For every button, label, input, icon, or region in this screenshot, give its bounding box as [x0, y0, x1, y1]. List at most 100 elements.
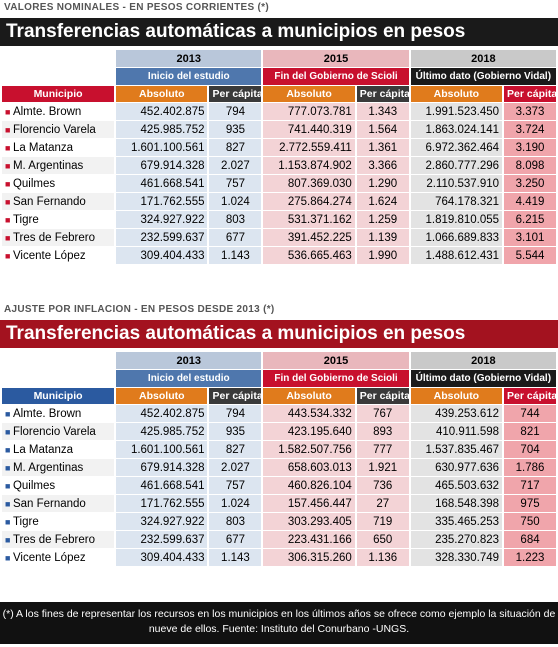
cell: 306.315.260	[263, 549, 355, 566]
cell: 684	[504, 531, 556, 548]
cell: 171.762.555	[116, 495, 208, 512]
column-header-row: Municipio Absoluto Per cápita Absoluto Per c…	[2, 86, 556, 102]
cell: 1.601.100.561	[116, 441, 208, 458]
column-header: Per cápita	[504, 86, 556, 102]
cell: 2.110.537.910	[410, 175, 503, 192]
year: 2018	[410, 50, 556, 67]
cell: 6.215	[504, 211, 556, 228]
cell: 777.073.781	[263, 103, 355, 120]
year: 2013	[116, 50, 262, 67]
cell: 171.762.555	[116, 193, 208, 210]
data-row: San Fernando171.762.5551.024275.864.2741…	[2, 193, 556, 210]
section-title: Transferencias automáticas a municipios …	[0, 18, 558, 46]
cell: 803	[209, 513, 262, 530]
cell: 1.582.507.756	[263, 441, 355, 458]
section: AJUSTE POR INFLACION - EN PESOS DESDE 20…	[0, 302, 558, 567]
cell: 27	[356, 495, 409, 512]
cell: 679.914.328	[116, 157, 208, 174]
cell: 324.927.922	[116, 513, 208, 530]
column-header: Absoluto	[263, 388, 355, 404]
cell: 1.624	[356, 193, 409, 210]
cell: 1.066.689.833	[410, 229, 503, 246]
cell: 439.253.612	[410, 405, 503, 422]
data-row: Vicente López309.404.4331.143306.315.260…	[2, 549, 556, 566]
cell: 4.419	[504, 193, 556, 210]
cell: 423.195.640	[263, 423, 355, 440]
data-row: Florencio Varela425.985.752935423.195.64…	[2, 423, 556, 440]
municipio: Tigre	[2, 513, 115, 530]
cell: 1.488.612.431	[410, 247, 503, 264]
municipio: Vicente López	[2, 247, 115, 264]
cell: 704	[504, 441, 556, 458]
cell: 2.860.777.296	[410, 157, 503, 174]
municipio: Quilmes	[2, 175, 115, 192]
cell: 1.863.024.141	[410, 121, 503, 138]
cell: 461.668.541	[116, 175, 208, 192]
data-row: Quilmes461.668.541757460.826.104736465.5…	[2, 477, 556, 494]
data-row: La Matanza1.601.100.5618271.582.507.7567…	[2, 441, 556, 458]
cell: 3.373	[504, 103, 556, 120]
cell: 1.601.100.561	[116, 139, 208, 156]
cell: 303.293.405	[263, 513, 355, 530]
cell: 893	[356, 423, 409, 440]
cell: 794	[209, 405, 262, 422]
cell: 1.564	[356, 121, 409, 138]
municipio: Almte. Brown	[2, 405, 115, 422]
cell: 803	[209, 211, 262, 228]
cell: 630.977.636	[410, 459, 503, 476]
cell: 935	[209, 423, 262, 440]
cell: 1.537.835.467	[410, 441, 503, 458]
period: Inicio del estudio	[116, 370, 262, 387]
cell: 232.599.637	[116, 531, 208, 548]
column-header: Per cápita	[504, 388, 556, 404]
period-row: Inicio del estudio Fin del Gobierno de Sc…	[2, 370, 556, 387]
cell: 750	[504, 513, 556, 530]
municipio: M. Argentinas	[2, 157, 115, 174]
data-row: M. Argentinas679.914.3282.027658.603.013…	[2, 459, 556, 476]
column-header: Per cápita	[209, 86, 262, 102]
year: 2015	[263, 352, 409, 369]
cell: 410.911.598	[410, 423, 503, 440]
municipio: Tigre	[2, 211, 115, 228]
cell: 309.404.433	[116, 247, 208, 264]
municipio: Florencio Varela	[2, 423, 115, 440]
cell: 1.143	[209, 549, 262, 566]
municipio: San Fernando	[2, 495, 115, 512]
cell: 650	[356, 531, 409, 548]
column-header: Municipio	[2, 388, 115, 404]
data-table: 2013 2015 2018 Inicio del estudio Fin del Go…	[0, 351, 558, 567]
cell: 328.330.749	[410, 549, 503, 566]
cell: 679.914.328	[116, 459, 208, 476]
period: Fin del Gobierno de Scioli	[263, 68, 409, 85]
cell: 677	[209, 229, 262, 246]
cell: 443.534.332	[263, 405, 355, 422]
municipio: La Matanza	[2, 441, 115, 458]
cell: 1.143	[209, 247, 262, 264]
column-header: Absoluto	[116, 86, 208, 102]
cell: 1.343	[356, 103, 409, 120]
cell: 807.369.030	[263, 175, 355, 192]
data-row: M. Argentinas679.914.3282.0271.153.874.9…	[2, 157, 556, 174]
cell: 1.223	[504, 549, 556, 566]
municipio: M. Argentinas	[2, 459, 115, 476]
cell: 536.665.463	[263, 247, 355, 264]
cell: 794	[209, 103, 262, 120]
cell: 777	[356, 441, 409, 458]
municipio: Tres de Febrero	[2, 229, 115, 246]
cell: 1.361	[356, 139, 409, 156]
municipio: La Matanza	[2, 139, 115, 156]
section-title: Transferencias automáticas a municipios …	[0, 320, 558, 348]
cell: 975	[504, 495, 556, 512]
municipio: Tres de Febrero	[2, 531, 115, 548]
cell: 827	[209, 441, 262, 458]
period-row: Inicio del estudio Fin del Gobierno de Sc…	[2, 68, 556, 85]
data-row: Tres de Febrero232.599.637677223.431.166…	[2, 531, 556, 548]
cell: 168.548.398	[410, 495, 503, 512]
cell: 719	[356, 513, 409, 530]
year-row: 2013 2015 2018	[2, 352, 556, 369]
cell: 309.404.433	[116, 549, 208, 566]
cell: 1.991.523.450	[410, 103, 503, 120]
cell: 1.024	[209, 193, 262, 210]
cell: 8.098	[504, 157, 556, 174]
